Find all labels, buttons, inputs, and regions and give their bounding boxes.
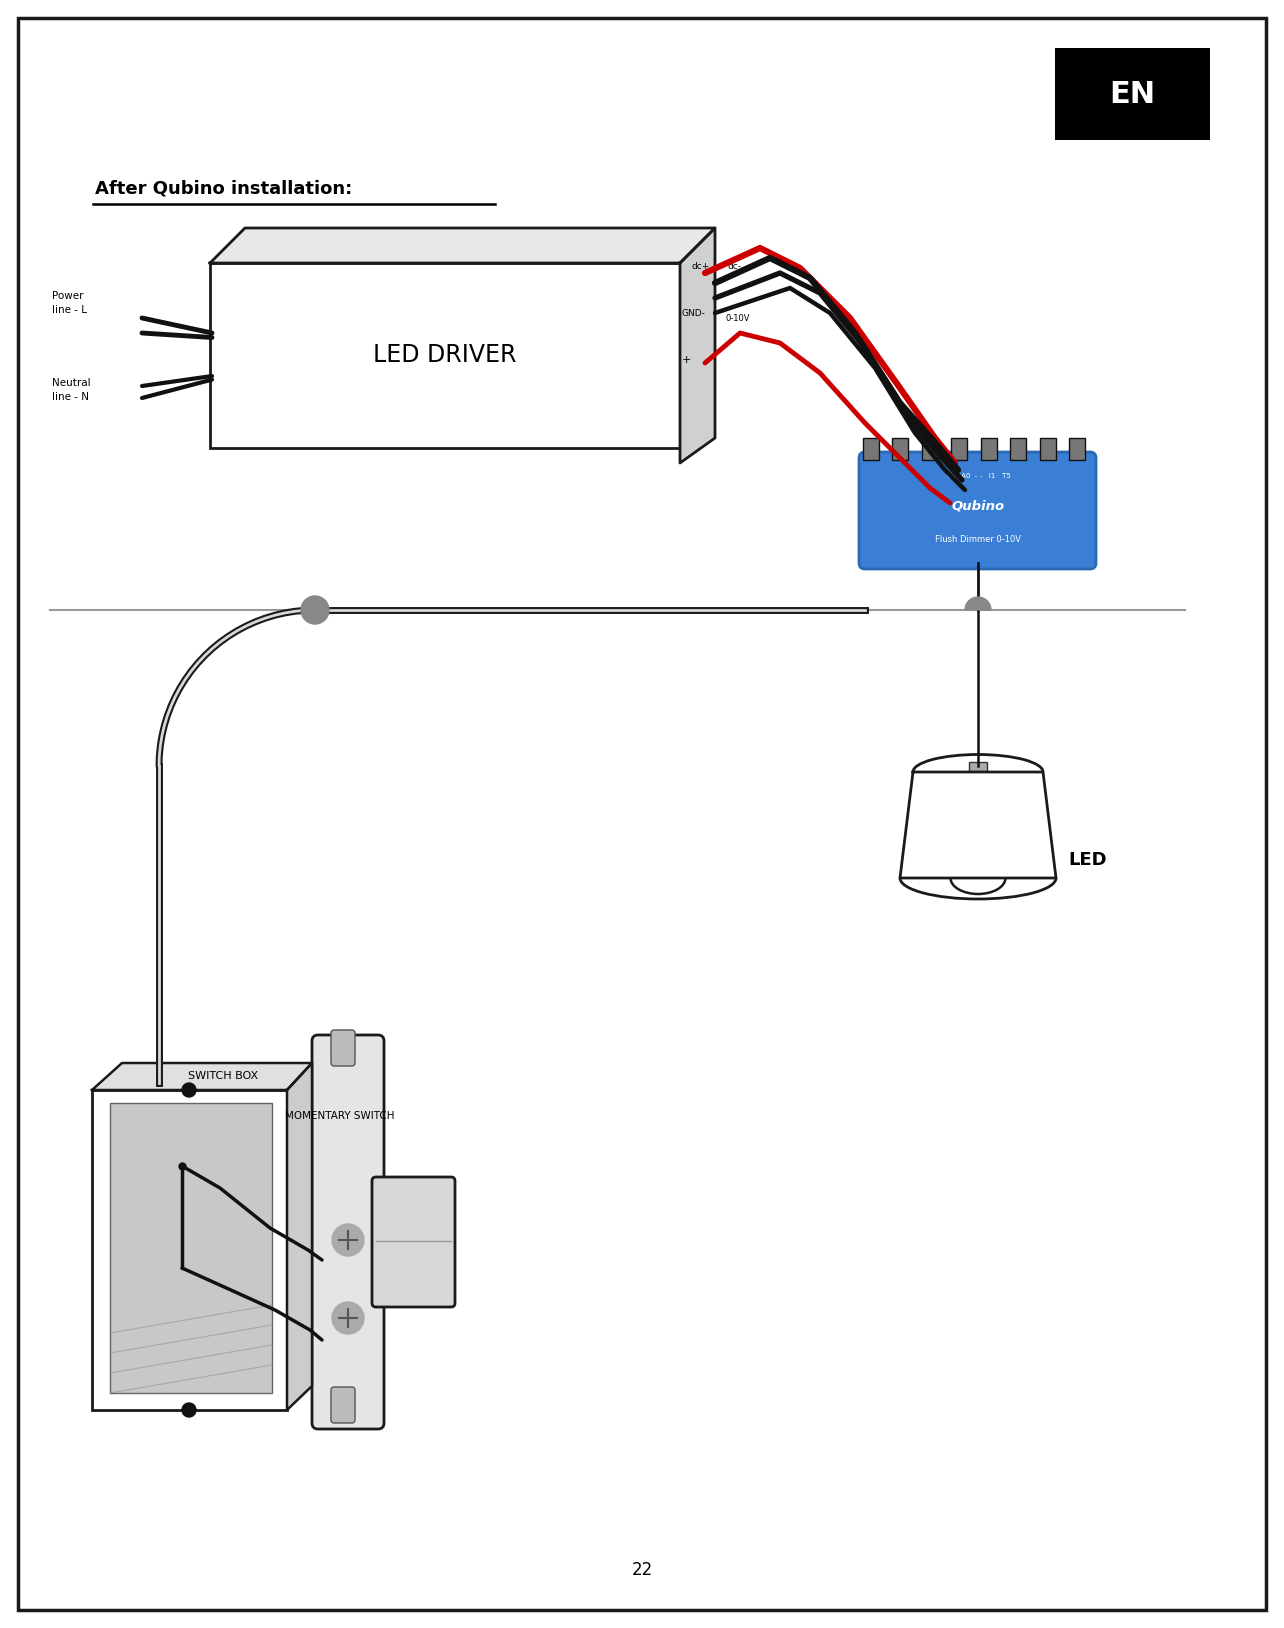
FancyBboxPatch shape xyxy=(372,1177,455,1307)
Text: LED DRIVER: LED DRIVER xyxy=(374,344,516,366)
Text: Power
line - L: Power line - L xyxy=(51,291,87,314)
FancyBboxPatch shape xyxy=(981,438,996,461)
Polygon shape xyxy=(681,228,715,462)
FancyBboxPatch shape xyxy=(1011,438,1026,461)
FancyBboxPatch shape xyxy=(1040,438,1055,461)
Circle shape xyxy=(182,1083,196,1097)
FancyBboxPatch shape xyxy=(951,438,967,461)
Polygon shape xyxy=(211,228,715,264)
FancyBboxPatch shape xyxy=(331,1031,354,1066)
FancyBboxPatch shape xyxy=(331,1387,354,1423)
Text: Flush Dimmer 0-10V: Flush Dimmer 0-10V xyxy=(935,536,1021,544)
Text: 0-10V: 0-10V xyxy=(725,314,750,322)
Text: 22: 22 xyxy=(632,1561,652,1579)
Text: GND-: GND- xyxy=(682,308,706,317)
Text: + -  A0  - -   I1   T5: + - A0 - - I1 T5 xyxy=(945,474,1011,479)
FancyBboxPatch shape xyxy=(1070,438,1085,461)
FancyBboxPatch shape xyxy=(92,1091,288,1410)
Wedge shape xyxy=(966,597,991,610)
Text: LED: LED xyxy=(1068,851,1107,869)
Text: After Qubino installation:: After Qubino installation: xyxy=(95,179,352,197)
Polygon shape xyxy=(92,1063,312,1091)
Polygon shape xyxy=(900,772,1055,877)
Circle shape xyxy=(333,1302,363,1333)
FancyBboxPatch shape xyxy=(110,1104,272,1394)
Text: Neutral
line - N: Neutral line - N xyxy=(51,378,91,402)
FancyBboxPatch shape xyxy=(892,438,908,461)
Text: MOMENTARY SWITCH: MOMENTARY SWITCH xyxy=(285,1110,394,1122)
FancyBboxPatch shape xyxy=(1055,47,1210,140)
FancyBboxPatch shape xyxy=(922,438,937,461)
Text: dc-: dc- xyxy=(728,262,742,270)
Circle shape xyxy=(300,596,329,624)
FancyBboxPatch shape xyxy=(211,264,681,448)
Circle shape xyxy=(182,1403,196,1416)
FancyBboxPatch shape xyxy=(18,18,1266,1610)
FancyBboxPatch shape xyxy=(859,453,1097,570)
Text: +: + xyxy=(682,355,691,365)
FancyBboxPatch shape xyxy=(969,762,987,772)
FancyBboxPatch shape xyxy=(863,438,880,461)
Text: dc+: dc+ xyxy=(692,262,710,270)
Circle shape xyxy=(333,1224,363,1255)
Text: Qubino: Qubino xyxy=(951,500,1004,513)
FancyBboxPatch shape xyxy=(312,1035,384,1429)
Text: SWITCH BOX: SWITCH BOX xyxy=(187,1071,258,1081)
Text: EN: EN xyxy=(1109,80,1156,109)
Polygon shape xyxy=(288,1063,312,1410)
